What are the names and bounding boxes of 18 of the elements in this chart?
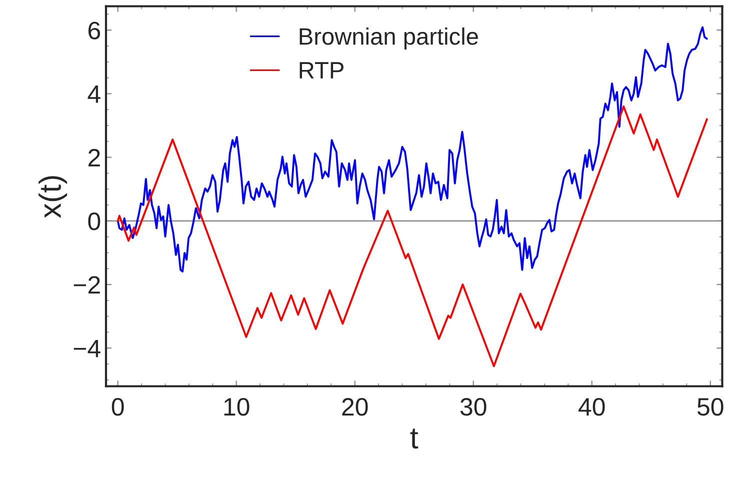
y-tick-label: 2 [88, 148, 100, 166]
x-tick-label: 50 [697, 398, 724, 416]
y-tick-label: 4 [88, 86, 100, 103]
x-axis-title: t [410, 428, 418, 449]
y-axis-title: x(t) [38, 176, 68, 218]
legend-label: Brownian particle [300, 28, 478, 50]
x-tick-label: 0 [112, 398, 124, 416]
y-tick-label: 6 [88, 22, 100, 40]
line-series [116, 105, 708, 368]
legend-label: RTP [300, 62, 344, 78]
y-tick-label: −4 [74, 340, 100, 358]
x-tick-label: 30 [460, 398, 486, 416]
x-tick-label: 10 [224, 398, 250, 416]
y-tick-label: 0 [88, 212, 100, 230]
y-tick-label: −2 [74, 276, 100, 294]
x-tick-label: 40 [578, 398, 605, 416]
line-series [116, 26, 708, 272]
x-tick-label: 20 [342, 398, 368, 416]
